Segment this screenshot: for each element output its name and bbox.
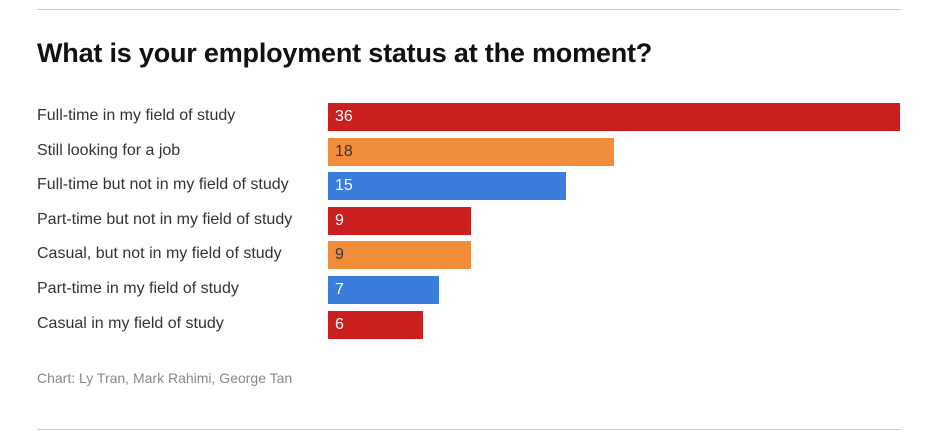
chart-title: What is your employment status at the mo… — [37, 38, 653, 68]
category-label: Casual in my field of study — [37, 314, 224, 332]
category-label: Casual, but not in my field of study — [37, 245, 282, 263]
bar: 9 — [328, 206, 471, 235]
data-label: 7 — [335, 281, 344, 298]
data-label: 6 — [335, 315, 344, 333]
bar: 36 — [328, 103, 900, 131]
data-label: 36 — [335, 108, 353, 125]
category-label: Full-time in my field of study — [37, 107, 236, 124]
category-label: Part-time in my field of study — [37, 280, 239, 297]
bar: 6 — [328, 310, 424, 339]
top-rule — [37, 9, 901, 10]
bar-row: Casual in my field of study 6 — [0, 310, 929, 339]
data-label: 9 — [335, 211, 344, 229]
category-label: Still looking for a job — [37, 141, 181, 159]
chart-source: Chart: Ly Tran, Mark Rahimi, George Tan — [37, 370, 293, 386]
bar: 9 — [328, 241, 471, 270]
bar: 7 — [328, 276, 440, 304]
bar: 18 — [328, 137, 614, 166]
data-label: 18 — [335, 142, 353, 160]
bar: 15 — [328, 172, 567, 201]
bar-row: Part-time but not in my field of study 9 — [0, 206, 929, 235]
bar-row: Still looking for a job 18 — [0, 137, 929, 166]
category-label: Full-time but not in my field of study — [37, 176, 289, 194]
bottom-rule — [37, 429, 901, 430]
data-label: 15 — [335, 177, 353, 195]
bar-row: Full-time but not in my field of study 15 — [0, 172, 929, 201]
bar-row: Full-time in my field of study 36 — [0, 103, 929, 131]
bar-row: Part-time in my field of study 7 — [0, 276, 929, 304]
data-label: 9 — [335, 246, 344, 264]
category-label: Part-time but not in my field of study — [37, 210, 293, 228]
bar-row: Casual, but not in my field of study 9 — [0, 241, 929, 270]
